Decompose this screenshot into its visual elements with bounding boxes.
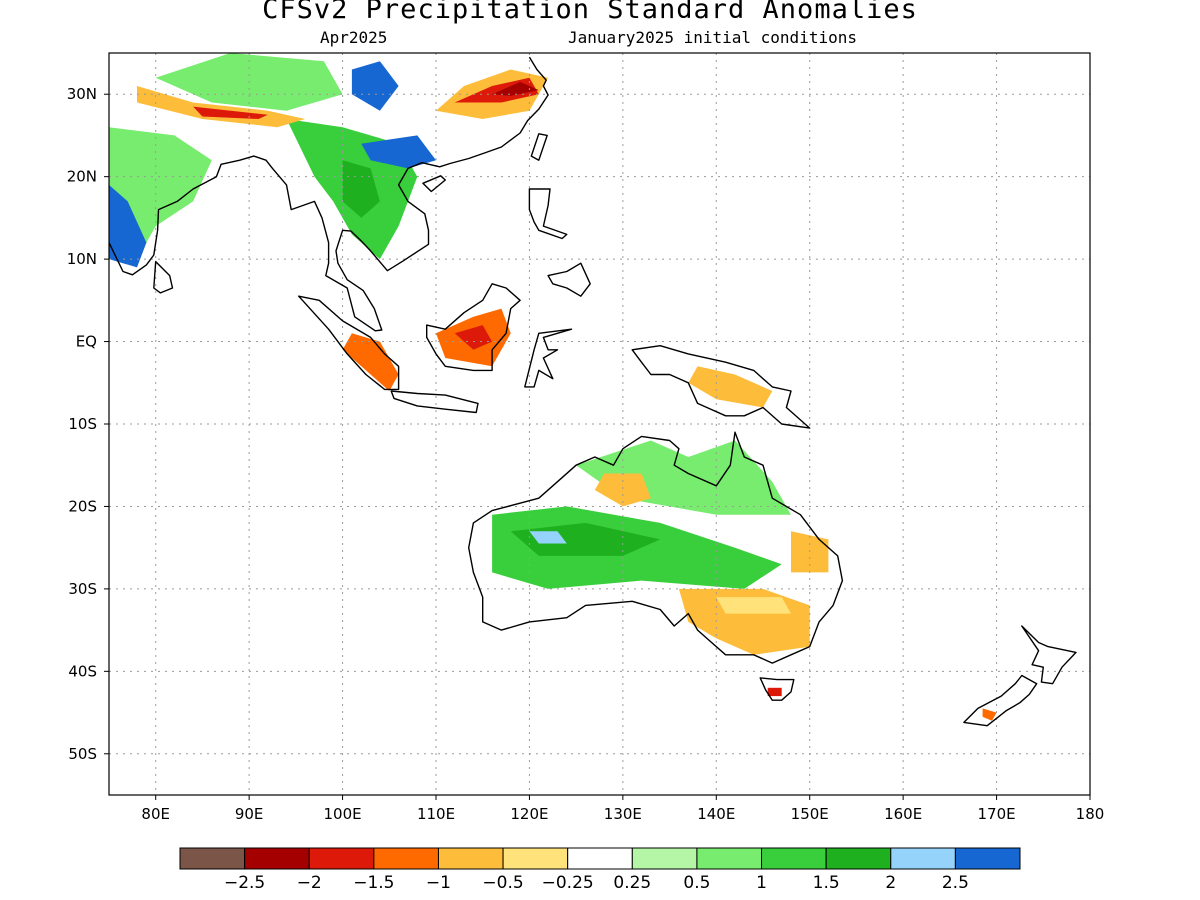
colorbar-swatch bbox=[761, 847, 827, 870]
asia-mainland-coast bbox=[109, 56, 549, 332]
anomaly-region-south-china-dry-peak bbox=[492, 81, 539, 96]
sulawesi-coast bbox=[524, 328, 573, 388]
lon-tick-label: 150E bbox=[791, 805, 829, 823]
colorbar-swatch bbox=[308, 847, 375, 870]
colorbar-swatch bbox=[437, 847, 504, 870]
lat-tick-label: 10S bbox=[68, 415, 97, 433]
lat-tick-label: EQ bbox=[76, 333, 97, 351]
colorbar-swatch bbox=[890, 847, 956, 870]
borneo-coast bbox=[426, 283, 521, 372]
mindanao-coast bbox=[547, 262, 591, 297]
anomaly-region-tasmania-dry bbox=[767, 687, 782, 697]
coastlines bbox=[109, 56, 1077, 727]
taiwan-coast bbox=[530, 133, 548, 161]
colorbar-swatch bbox=[954, 847, 1021, 870]
colorbar-label: −2.5 bbox=[224, 873, 265, 893]
lat-tick-label: 40S bbox=[68, 662, 97, 680]
colorbar-swatch bbox=[567, 847, 633, 870]
anomaly-region-guangxi-very-wet bbox=[361, 135, 436, 169]
anomaly-region-australia-nw-dry bbox=[594, 473, 651, 507]
lon-tick-label: 120E bbox=[510, 805, 548, 823]
colorbar-label: −0.5 bbox=[482, 873, 523, 893]
new-guinea-coast bbox=[631, 345, 811, 429]
tasmania-coast bbox=[759, 677, 795, 701]
nz-north-coast bbox=[1021, 625, 1077, 685]
anomaly-region-india-very-wet bbox=[109, 184, 147, 268]
hainan-coast bbox=[422, 175, 446, 193]
lat-tick-label: 30S bbox=[68, 580, 97, 598]
lon-tick-label: 160E bbox=[884, 805, 922, 823]
lat-tick-label: 20S bbox=[68, 497, 97, 515]
colorbar-swatch bbox=[825, 847, 892, 870]
lat-tick-label: 20N bbox=[67, 168, 97, 186]
lon-tick-label: 140E bbox=[697, 805, 735, 823]
map-gridlines bbox=[109, 53, 1090, 795]
colorbar-swatch bbox=[244, 847, 310, 870]
anomaly-region-australia-interior-blue bbox=[529, 531, 567, 544]
anomaly-region-himalaya-dry bbox=[137, 86, 306, 128]
anomaly-region-australia-se-core bbox=[716, 597, 791, 614]
colorbar-label: 0.5 bbox=[683, 873, 710, 893]
colorbar-swatch bbox=[179, 847, 246, 870]
anomaly-region-new-guinea-dry bbox=[688, 366, 773, 408]
anomaly-region-sumatra-dry bbox=[342, 333, 399, 391]
anomaly-region-australia-core-wet bbox=[510, 522, 661, 556]
lon-tick-label: 130E bbox=[604, 805, 642, 823]
colorbar-swatch bbox=[696, 847, 763, 870]
axis-ticks: 80E 90E 100E 110E 120E 130E 140E 150E 160E 170E 18… bbox=[67, 85, 1105, 823]
colorbar-label: −1.5 bbox=[353, 873, 394, 893]
anomaly-region-indochina-wet-core bbox=[342, 160, 380, 218]
lon-tick-label: 100E bbox=[324, 805, 362, 823]
colorbar-swatch bbox=[373, 847, 439, 870]
colorbar-label: 2.5 bbox=[942, 873, 969, 893]
anomaly-region-himalaya-dry-core bbox=[193, 106, 268, 119]
sri-lanka-coast bbox=[153, 260, 174, 294]
lon-tick-label: 80E bbox=[141, 805, 170, 823]
initial-conditions: January2025 initial conditions bbox=[568, 28, 857, 47]
anomaly-region-yunnan-very-wet bbox=[351, 61, 399, 111]
luzon-coast bbox=[528, 188, 568, 240]
lon-tick-label: 110E bbox=[417, 805, 455, 823]
anomaly-region-borneo-dry-core bbox=[454, 325, 493, 350]
colorbar: −2.5 −2 −1.5 −1 −0.5 −0.25 0.25 0.5 1 1.5 2 2.5 bbox=[179, 847, 1021, 893]
colorbar-label: 1.5 bbox=[813, 873, 840, 893]
colorbar-swatch bbox=[631, 847, 698, 870]
colorbar-label: −0.25 bbox=[542, 873, 594, 893]
colorbar-label: 1 bbox=[756, 873, 767, 893]
australia-coast bbox=[468, 431, 844, 664]
colorbar-label: −2 bbox=[297, 873, 322, 893]
lat-tick-label: 30N bbox=[67, 85, 97, 103]
lon-tick-label: 180 bbox=[1076, 805, 1105, 823]
lon-tick-label: 90E bbox=[235, 805, 264, 823]
chart-title: CFSv2 Precipitation Standard Anomalies bbox=[262, 0, 918, 25]
lat-tick-label: 10N bbox=[67, 250, 97, 268]
lat-tick-label: 50S bbox=[68, 745, 97, 763]
sumatra-coast bbox=[298, 295, 400, 391]
colorbar-label: 0.25 bbox=[613, 873, 651, 893]
lon-tick-label: 170E bbox=[978, 805, 1016, 823]
nz-south-coast bbox=[963, 674, 1038, 727]
anomaly-region-new-zealand-dry bbox=[982, 708, 997, 721]
colorbar-label: 2 bbox=[885, 873, 896, 893]
colorbar-swatch bbox=[502, 847, 569, 870]
forecast-month: Apr2025 bbox=[320, 28, 388, 47]
java-coast bbox=[390, 390, 479, 414]
colorbar-label: −1 bbox=[426, 873, 451, 893]
